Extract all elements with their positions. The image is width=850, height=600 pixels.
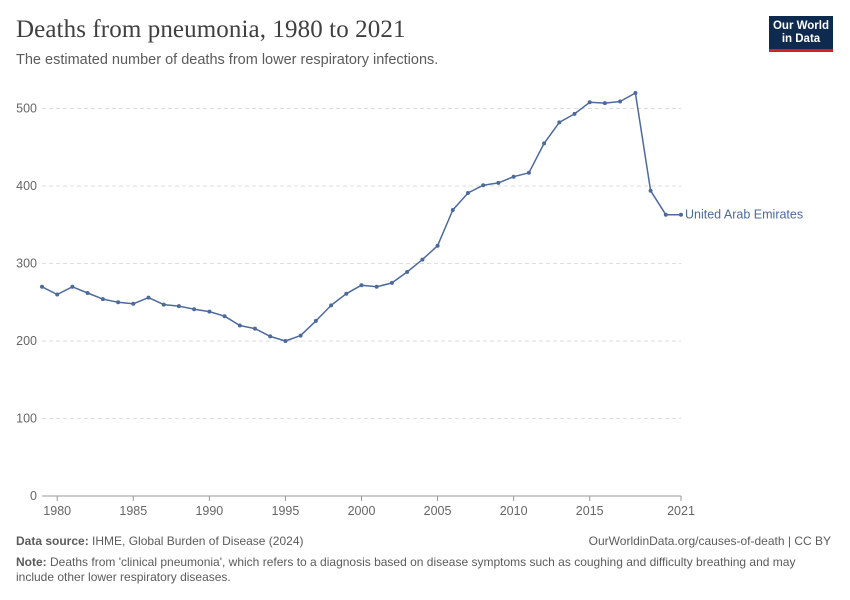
data-point-2003 [405, 270, 410, 274]
x-tick-label-1990: 1990 [195, 504, 223, 518]
x-tick-label-1985: 1985 [119, 504, 147, 518]
data-point-2017 [618, 99, 623, 104]
data-point-1994 [268, 334, 273, 339]
x-tick-label-1995: 1995 [272, 504, 300, 518]
data-point-2004 [420, 257, 425, 262]
x-tick-label-2005: 2005 [424, 504, 452, 518]
series-label-0: United Arab Emirates [685, 208, 803, 222]
data-point-2007 [466, 191, 470, 195]
data-point-2018 [633, 91, 638, 95]
data-source-label: Data source: [16, 534, 89, 548]
data-point-2008 [481, 183, 486, 188]
data-point-1997 [313, 318, 318, 323]
y-tick-label-100: 100 [16, 412, 37, 426]
data-point-2021 [679, 212, 683, 217]
data-point-2009 [496, 180, 501, 185]
source-url[interactable]: OurWorldinData.org/causes-of-death | CC … [588, 534, 831, 548]
data-point-1999 [344, 291, 349, 296]
data-point-2010 [511, 174, 516, 179]
y-tick-label-400: 400 [16, 179, 37, 193]
logo-line-1: Our World [772, 20, 829, 32]
data-point-2016 [602, 101, 607, 106]
data-point-1987 [161, 302, 166, 307]
y-tick-label-200: 200 [16, 334, 37, 348]
data-point-1985 [131, 301, 136, 306]
data-point-1989 [192, 307, 197, 312]
data-point-1988 [176, 304, 181, 309]
data-point-2015 [587, 100, 592, 105]
data-point-2020 [663, 212, 668, 217]
data-point-1982 [85, 291, 90, 295]
y-tick-label-500: 500 [16, 102, 37, 116]
x-tick-label-1980: 1980 [43, 504, 71, 518]
data-point-1998 [329, 303, 334, 308]
series-line-0 [41, 92, 681, 342]
data-point-2006 [450, 208, 455, 212]
data-point-2000 [359, 283, 364, 288]
data-point-1993 [253, 326, 257, 331]
data-source-text[interactable]: IHME, Global Burden of Disease (2024) [92, 534, 304, 548]
note-text: Deaths from 'clinical pneumonia', which … [16, 555, 796, 584]
x-tick-label-2010: 2010 [500, 504, 528, 518]
data-point-2001 [374, 284, 379, 289]
data-point-1996 [298, 333, 303, 338]
y-tick-label-0: 0 [30, 489, 37, 503]
data-point-1986 [146, 295, 151, 300]
data-point-1983 [100, 297, 105, 302]
data-point-2019 [648, 188, 653, 193]
logo-line-2: in Data [781, 33, 821, 45]
x-tick-label-2015: 2015 [576, 504, 604, 518]
data-point-2011 [526, 170, 531, 175]
data-point-2012 [542, 141, 547, 146]
chart-subtitle: The estimated number of deaths from lowe… [16, 52, 439, 68]
series-group: United Arab Emirates [40, 91, 803, 343]
data-point-1992 [237, 323, 242, 328]
owid-logo[interactable]: Our World in Data [769, 16, 833, 52]
data-point-2013 [557, 120, 562, 125]
chart-note: Note: Deaths from 'clinical pneumonia', … [16, 555, 806, 585]
grid-lines [42, 108, 681, 419]
x-tick-label-2000: 2000 [348, 504, 376, 518]
data-point-1990 [207, 309, 212, 314]
x-axis: 1980 1985 1990 1995 2000 2005 2010 2015 2021 [42, 495, 695, 518]
data-point-1979 [40, 284, 44, 289]
y-tick-label-300: 300 [16, 257, 37, 271]
y-axis-ticks: 0 100 200 300 400 500 [16, 102, 37, 504]
data-point-2002 [389, 280, 394, 285]
data-point-2005 [435, 243, 440, 248]
chart-title: Deaths from pneumonia, 1980 to 2021 [16, 16, 406, 43]
data-point-1991 [222, 314, 227, 319]
data-point-1981 [70, 284, 75, 289]
data-point-2014 [572, 111, 577, 116]
data-point-1980 [55, 292, 60, 297]
x-tick-label-2021: 2021 [667, 504, 695, 518]
data-source: Data source: IHME, Global Burden of Dise… [16, 534, 303, 548]
data-point-1984 [116, 300, 121, 305]
data-point-1995 [283, 339, 288, 343]
note-label: Note: [16, 555, 47, 569]
